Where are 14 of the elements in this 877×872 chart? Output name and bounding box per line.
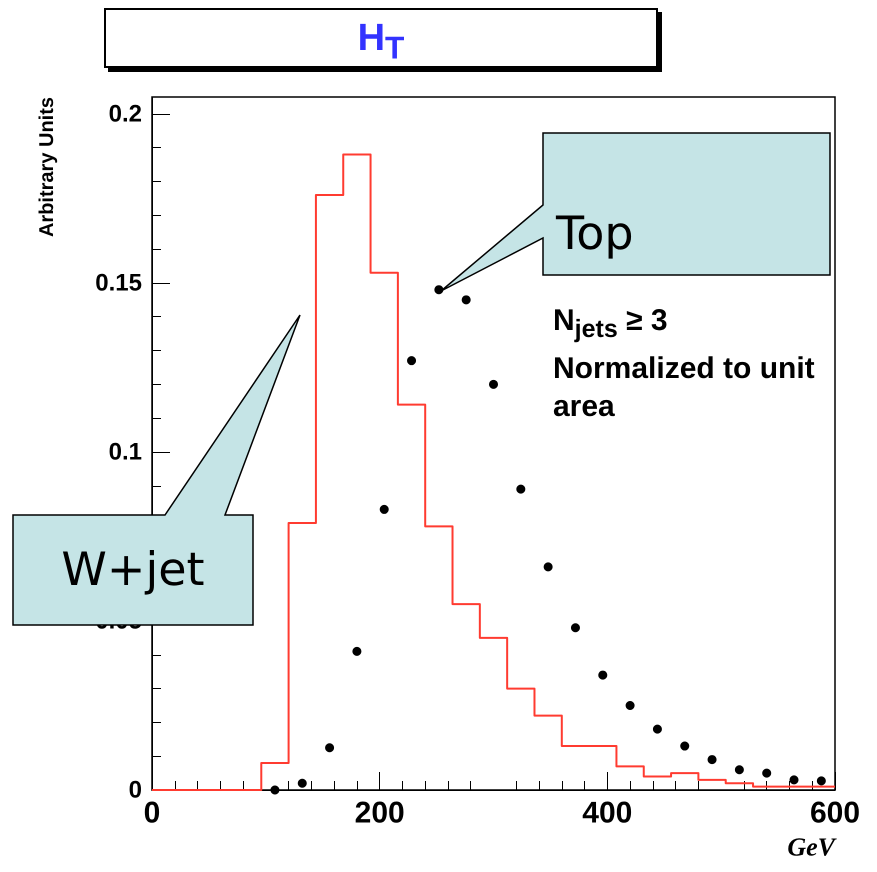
y-tick-label: 0.2: [108, 100, 142, 128]
y-tick-label: 0.1: [108, 438, 142, 466]
y-tick-label: 0: [128, 776, 142, 804]
annotation: N$_{jets}$ ≥ 3: [553, 304, 668, 344]
annotation: Normalized to unit area: [553, 351, 816, 425]
y-axis-title: Arbitrary Units: [36, 97, 58, 238]
x-axis-title: GeV: [787, 832, 838, 862]
series-label: W+jet: [60, 542, 206, 596]
text: Top: [556, 206, 635, 260]
x-tick-label: 600: [810, 796, 860, 830]
chart-title: H$_{T}$: [104, 8, 658, 68]
x-tick-label: 200: [354, 796, 405, 830]
x-tick-label: 400: [582, 796, 632, 830]
y-tick-label: 0.15: [95, 269, 142, 296]
